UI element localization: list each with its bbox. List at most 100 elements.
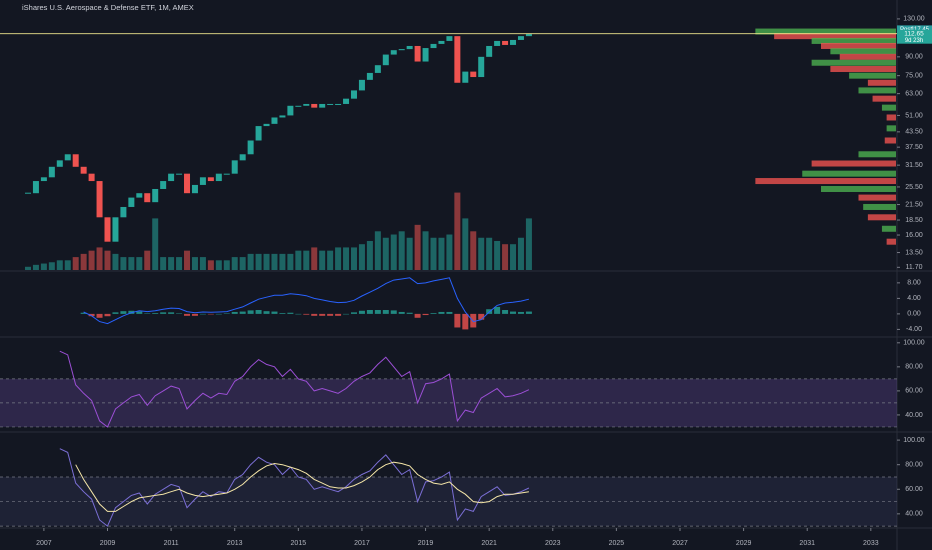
y-tick-label: 43.50 xyxy=(905,129,923,136)
volume-bar xyxy=(255,253,262,270)
histogram-bar xyxy=(255,310,262,314)
candle xyxy=(231,160,238,174)
volume-bar xyxy=(176,257,183,270)
line-series xyxy=(59,350,530,428)
y-tick-label: 40.00 xyxy=(905,511,923,518)
candle xyxy=(319,103,326,108)
histogram-bar xyxy=(303,313,310,315)
volume-bar xyxy=(446,234,453,270)
volume-bar xyxy=(136,257,143,270)
volume-profile-bar xyxy=(872,95,896,102)
candle xyxy=(414,45,421,62)
histogram-bar xyxy=(525,311,532,314)
histogram-bar xyxy=(247,310,254,314)
volume-bar xyxy=(525,218,532,270)
volume-bar xyxy=(231,257,238,270)
histogram-bar xyxy=(263,311,270,314)
volume-bar xyxy=(72,257,79,270)
candle xyxy=(279,115,286,118)
volume-bar xyxy=(199,257,206,270)
histogram-bar xyxy=(319,313,326,316)
candle xyxy=(406,45,413,50)
candle xyxy=(350,90,357,99)
volume-bar xyxy=(327,250,334,270)
candle xyxy=(191,184,198,194)
volume-bar xyxy=(414,224,421,270)
candle xyxy=(40,177,47,182)
volume-bar xyxy=(64,260,71,270)
countdown: 9d 23h xyxy=(905,38,923,44)
histogram-bar xyxy=(231,311,238,314)
histogram-bar xyxy=(279,313,286,314)
histogram-bar xyxy=(239,311,246,314)
volume-profile-bar xyxy=(884,137,896,144)
histogram-bar xyxy=(454,313,461,328)
candle xyxy=(120,206,127,218)
histogram-bar xyxy=(120,311,127,314)
candle xyxy=(470,71,477,78)
candle xyxy=(160,181,167,189)
candle xyxy=(152,188,159,203)
volume-profile-bar xyxy=(858,151,896,158)
histogram-bar xyxy=(152,313,159,314)
y-tick-label: 60.00 xyxy=(905,486,923,493)
y-tick-label: 13.50 xyxy=(905,249,923,256)
candle xyxy=(295,105,302,107)
histogram-bar xyxy=(350,312,357,314)
histogram-bar xyxy=(199,313,206,315)
volume-bar xyxy=(80,253,87,270)
candle xyxy=(239,154,246,161)
x-tick-label: 2031 xyxy=(799,540,815,547)
volume-bar xyxy=(311,247,318,270)
volume-profile-bar xyxy=(881,225,896,232)
x-tick-label: 2013 xyxy=(227,540,243,547)
histogram-bar xyxy=(88,313,95,317)
volume-bar xyxy=(223,260,230,270)
volume-bar xyxy=(422,231,429,270)
volume-bar xyxy=(263,253,270,270)
histogram-bar xyxy=(335,313,342,316)
x-tick-label: 2015 xyxy=(291,540,307,547)
candle xyxy=(48,166,55,178)
histogram-bar xyxy=(414,313,421,318)
line-series xyxy=(83,277,530,325)
histogram-bar xyxy=(168,312,175,314)
y-tick-label: 8.00 xyxy=(907,280,921,287)
histogram-bar xyxy=(462,313,469,330)
volume-bar xyxy=(239,257,246,270)
volume-profile-bar xyxy=(849,72,896,79)
candle xyxy=(263,123,270,127)
histogram-bar xyxy=(144,313,151,315)
y-tick-label: 25.50 xyxy=(905,184,923,191)
histogram-bar xyxy=(104,313,111,317)
y-tick-label: -4.00 xyxy=(906,326,922,333)
volume-bar xyxy=(462,218,469,270)
y-tick-label: 63.00 xyxy=(905,90,923,97)
candle xyxy=(335,103,342,105)
x-tick-label: 2009 xyxy=(100,540,116,547)
volume-bar xyxy=(287,253,294,270)
y-tick-label: 21.50 xyxy=(905,201,923,208)
histogram-bar xyxy=(510,311,517,314)
volume-bar xyxy=(144,250,151,270)
histogram-bar xyxy=(382,310,389,314)
volume-bar xyxy=(160,257,167,270)
candle xyxy=(168,173,175,182)
histogram-bar xyxy=(517,311,524,314)
candle xyxy=(382,54,389,66)
x-tick-label: 2007 xyxy=(36,540,52,547)
candle xyxy=(215,173,222,182)
histogram-bar xyxy=(191,313,198,316)
candle xyxy=(199,177,206,185)
histogram-bar xyxy=(446,311,453,314)
histogram-bar xyxy=(470,313,477,328)
candle xyxy=(422,48,429,62)
y-tick-label: 100.00 xyxy=(903,340,925,347)
volume-bar xyxy=(112,253,119,270)
histogram-bar xyxy=(343,313,350,315)
candle xyxy=(271,117,278,124)
volume-bar xyxy=(350,247,357,270)
volume-bar xyxy=(343,247,350,270)
volume-profile-bar xyxy=(811,160,896,167)
y-tick-label: 90.00 xyxy=(905,54,923,61)
